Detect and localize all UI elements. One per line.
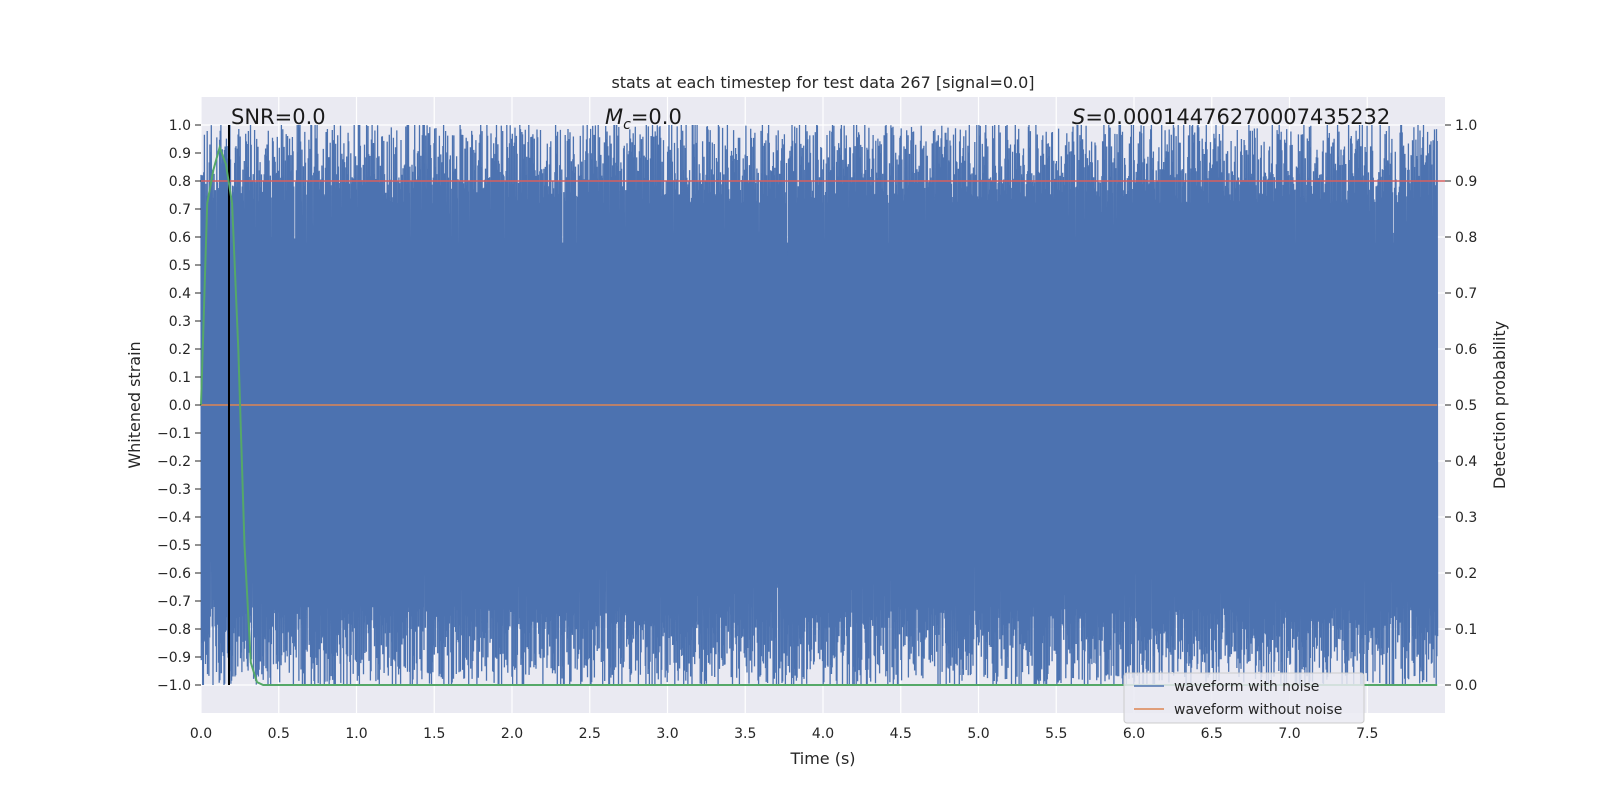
y-tick-label: −0.3 — [157, 482, 191, 498]
y-tick-label: 0.3 — [169, 314, 191, 330]
x-tick-label: 7.0 — [1278, 726, 1300, 742]
x-tick-label: 6.0 — [1123, 726, 1145, 742]
y-tick-label: 1.0 — [169, 118, 191, 134]
chart-title: stats at each timestep for test data 267… — [611, 73, 1034, 92]
x-axis-title: Time (s) — [789, 749, 855, 768]
y-tick-label: 0.8 — [169, 174, 191, 190]
y-right-tick-label: 0.9 — [1455, 174, 1477, 190]
y-tick-label: −0.2 — [157, 454, 191, 470]
x-tick-labels: 0.0 0.5 1.0 1.5 2.0 2.5 3.0 3.5 4.0 4.5 5.0 5.5 6.0 6… — [190, 726, 1379, 742]
y-axis-title: Whitened strain — [125, 341, 144, 468]
y-tick-label: 0.7 — [169, 202, 191, 218]
y-tick-label: −0.8 — [157, 622, 191, 638]
x-tick-label: 6.5 — [1201, 726, 1223, 742]
x-tick-label: 3.0 — [656, 726, 678, 742]
x-tick-label: 4.5 — [890, 726, 912, 742]
y-tick-label: −0.9 — [157, 650, 191, 666]
y-right-tick-label: 0.5 — [1455, 398, 1477, 414]
y-tick-label: −1.0 — [157, 678, 191, 694]
x-tick-label: 5.5 — [1045, 726, 1067, 742]
y-tick-label: −0.1 — [157, 426, 191, 442]
y-tick-label: 0.4 — [169, 286, 191, 302]
x-tick-label: 0.0 — [190, 726, 212, 742]
y-right-tick-label: 0.7 — [1455, 286, 1477, 302]
x-tick-label: 7.5 — [1356, 726, 1378, 742]
y-right-tick-label: 1.0 — [1455, 118, 1477, 134]
y-tick-label: 0.5 — [169, 258, 191, 274]
y-right-tick-labels: 1.0 0.9 0.8 0.7 0.6 0.5 0.4 0.3 0.2 0.1 0.0 — [1445, 118, 1477, 694]
y-right-tick-label: 0.1 — [1455, 622, 1477, 638]
series-detection-probability — [200, 144, 1438, 686]
annotation-snr: SNR=0.0 — [231, 105, 326, 129]
y-tick-label: 0.9 — [169, 146, 191, 162]
x-tick-label: 2.0 — [501, 726, 523, 742]
x-tick-label: 2.5 — [579, 726, 601, 742]
x-tick-label: 1.5 — [423, 726, 445, 742]
annotation-mc: Mc=0.0 — [605, 105, 682, 133]
y-right-tick-label: 0.4 — [1455, 454, 1477, 470]
y-tick-label: 0.2 — [169, 342, 191, 358]
legend-box — [1123, 672, 1365, 724]
x-tick-label: 0.5 — [268, 726, 290, 742]
annotation-s: S=0.00014476270007435232 — [1072, 105, 1390, 129]
y-right-tick-label: 0.8 — [1455, 230, 1477, 246]
y-tick-label: −0.5 — [157, 538, 191, 554]
x-tick-label: 4.0 — [812, 726, 834, 742]
x-tick-label: 3.5 — [734, 726, 756, 742]
y-tick-label: −0.4 — [157, 510, 191, 526]
legend: waveform with noise waveform without noi… — [1123, 672, 1365, 724]
y-tick-label: 0.6 — [169, 230, 191, 246]
noise-trace — [200, 124, 1439, 686]
y-tick-label: −0.7 — [157, 594, 191, 610]
y-right-tick-label: 0.0 — [1455, 678, 1477, 694]
series-waveform-with-noise — [200, 124, 1439, 686]
y-right-axis-title: Detection probability — [1490, 321, 1509, 489]
y-tick-label: 0.1 — [169, 370, 191, 386]
y-tick-label: 0.0 — [169, 398, 191, 414]
y-tick-labels: 1.0 0.9 0.8 0.7 0.6 0.5 0.4 0.3 0.2 0.1 0.0 −0.1 −0.… — [157, 118, 201, 694]
x-tick-label: 1.0 — [345, 726, 367, 742]
y-right-tick-label: 0.6 — [1455, 342, 1477, 358]
y-tick-label: −0.6 — [157, 566, 191, 582]
legend-label-clean: waveform without noise — [1174, 702, 1342, 718]
y-right-tick-label: 0.3 — [1455, 510, 1477, 526]
x-tick-label: 5.0 — [967, 726, 989, 742]
legend-label-noise: waveform with noise — [1174, 679, 1319, 695]
y-right-tick-label: 0.2 — [1455, 566, 1477, 582]
